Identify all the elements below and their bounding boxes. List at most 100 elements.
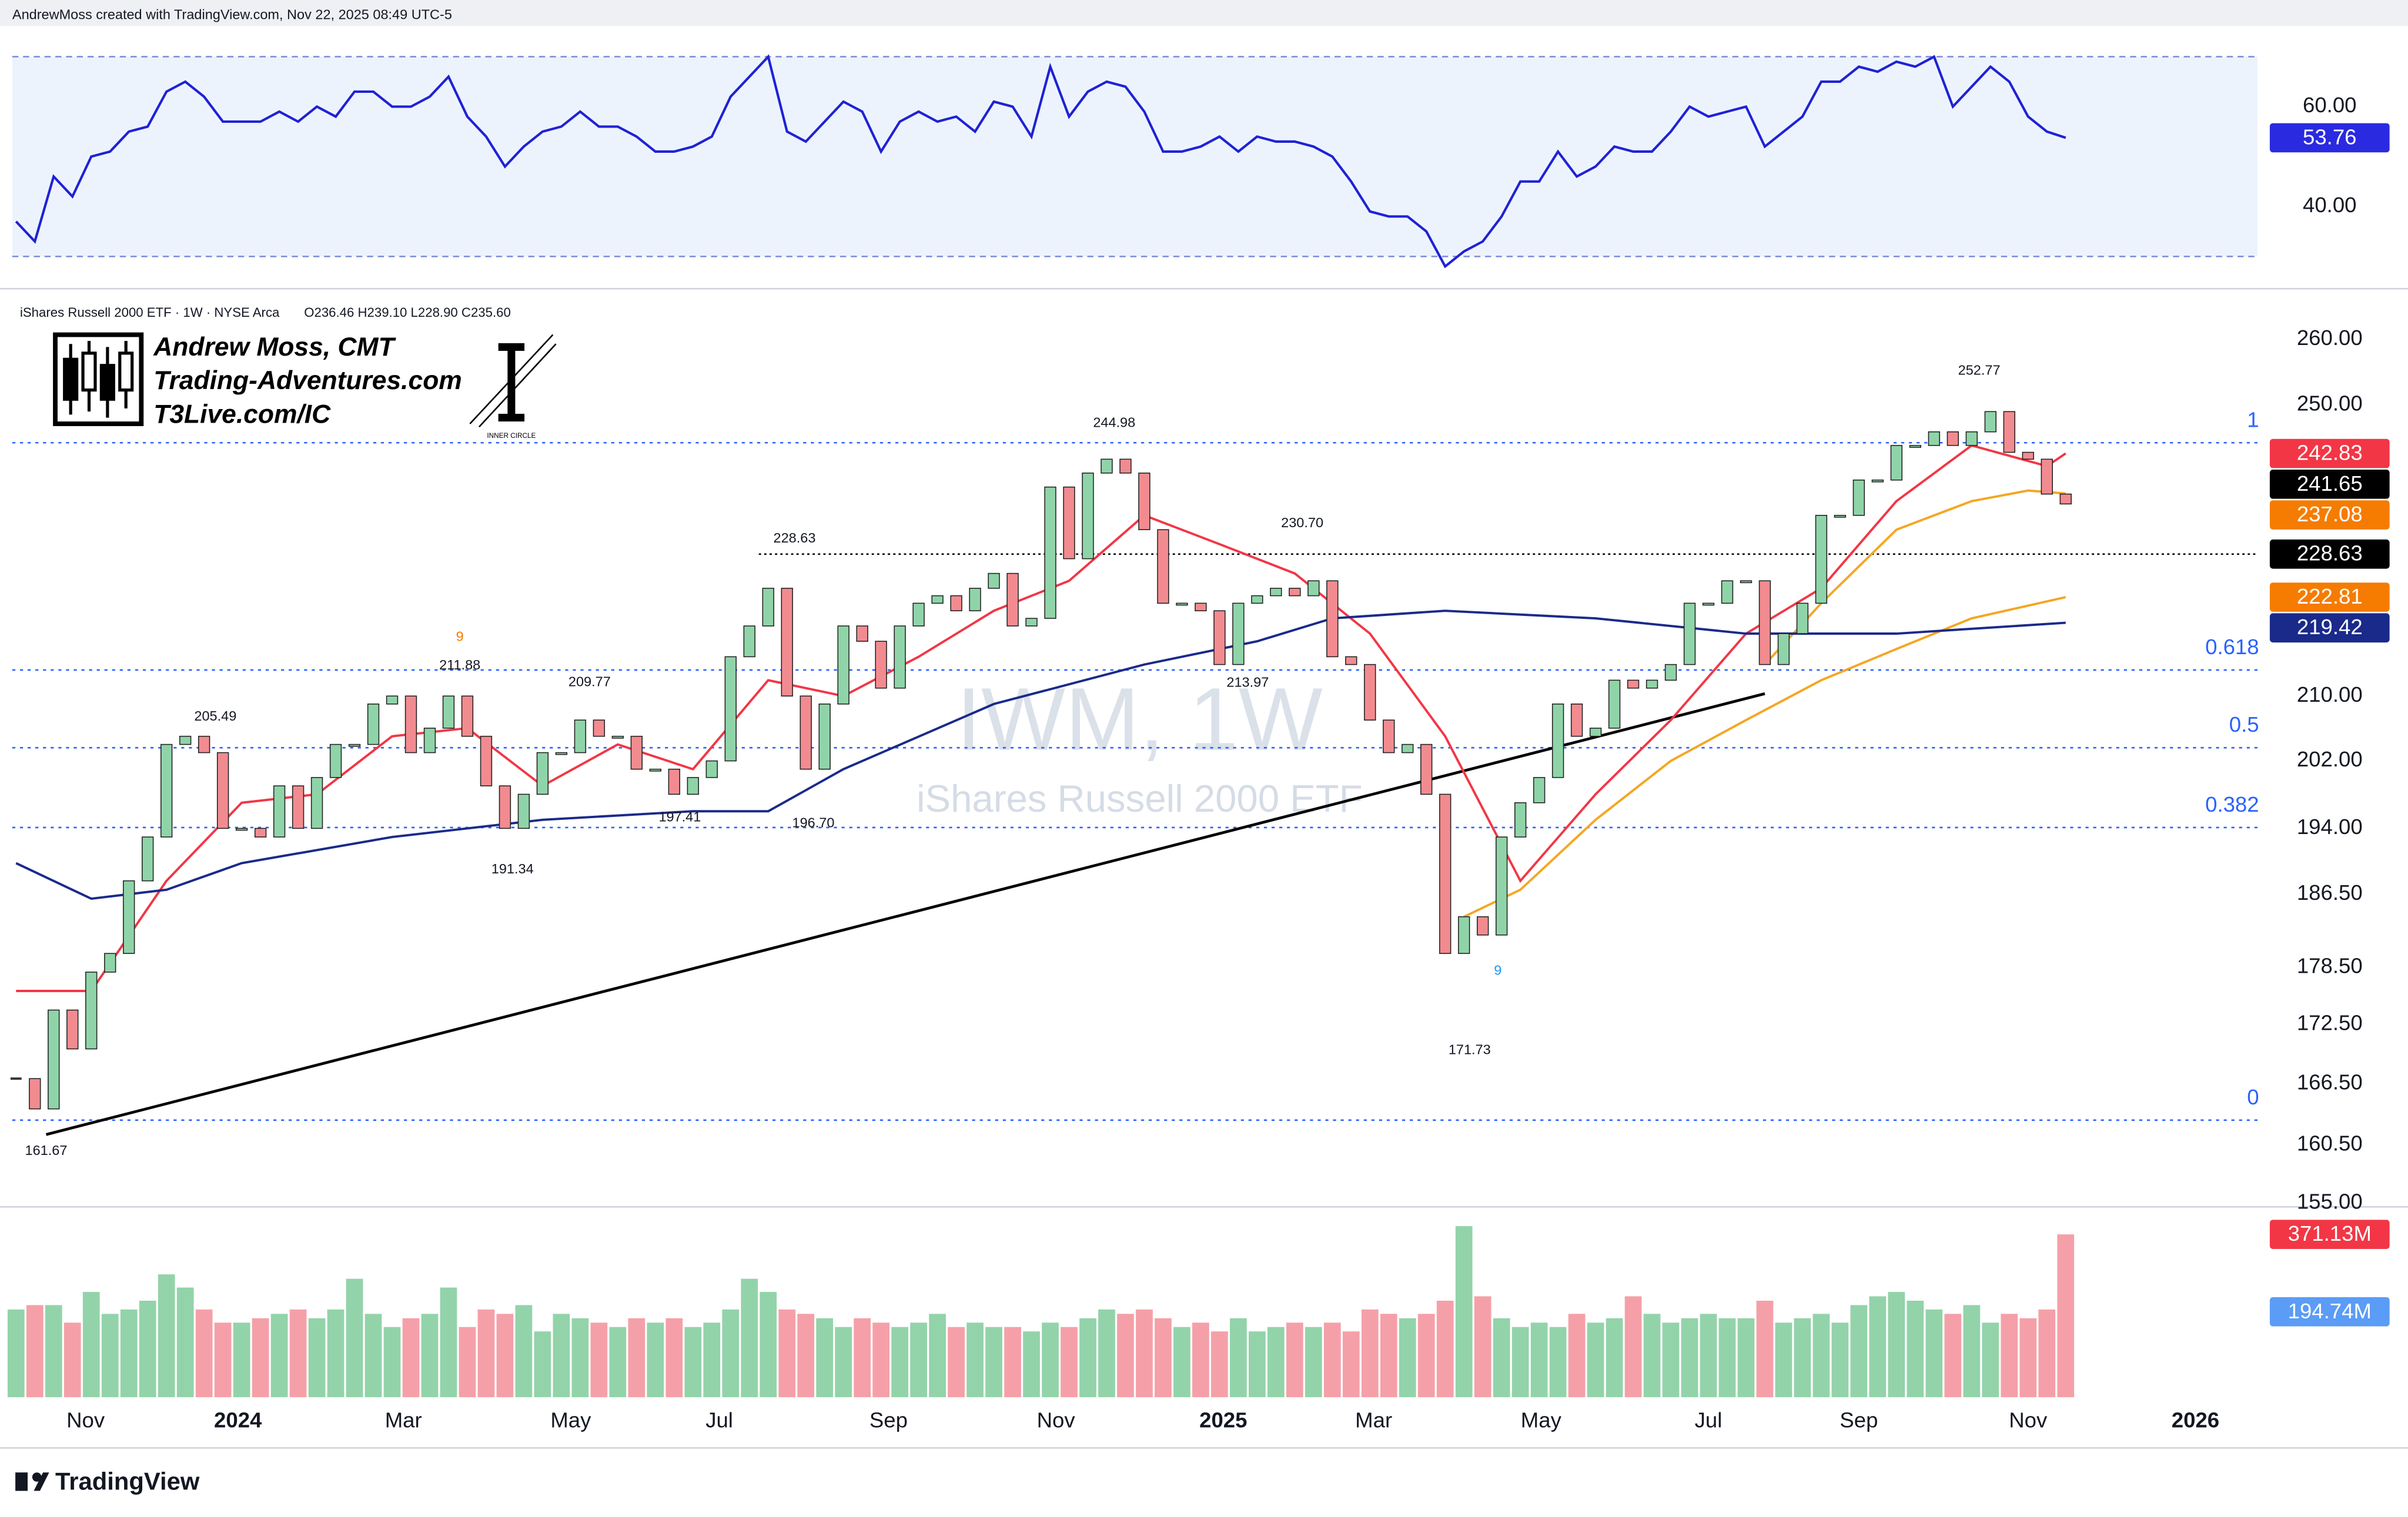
x-tick-label: Sep xyxy=(1840,1408,1878,1432)
price-tag-label: 222.81 xyxy=(2297,584,2363,608)
volume-bar xyxy=(2057,1234,2075,1398)
candle xyxy=(1608,679,1621,729)
price-tag xyxy=(2269,1297,2390,1327)
volume-bar xyxy=(1211,1331,1228,1398)
rsi-tick-label: 40.00 xyxy=(2303,193,2357,217)
volume-bar xyxy=(1230,1318,1247,1398)
volume-bar xyxy=(910,1322,927,1398)
candle xyxy=(1476,916,1489,936)
price-tick-label: 202.00 xyxy=(2297,747,2363,771)
candle xyxy=(1439,793,1452,954)
candle xyxy=(762,588,774,627)
candle xyxy=(329,744,342,778)
candle xyxy=(2059,493,2072,505)
candle xyxy=(1683,602,1696,665)
candle xyxy=(1646,679,1658,689)
count-marker: 9 xyxy=(1494,963,1501,978)
volume-bar xyxy=(1098,1309,1115,1398)
candle xyxy=(1251,595,1263,604)
x-tick-label: Nov xyxy=(2009,1408,2048,1432)
candle xyxy=(1702,602,1715,606)
volume-bar xyxy=(553,1314,570,1398)
price-annotation: 196.70 xyxy=(792,815,835,831)
volume-bar xyxy=(1944,1314,1962,1398)
x-tick-label: May xyxy=(1521,1408,1562,1432)
candle xyxy=(1458,916,1470,954)
candle xyxy=(1570,704,1583,737)
price-annotation: 197.41 xyxy=(658,809,701,824)
volume-bar xyxy=(1587,1322,1604,1398)
candle xyxy=(1157,529,1169,604)
candle xyxy=(1138,473,1151,530)
x-tick-label: 2025 xyxy=(1199,1408,1247,1432)
volume-bar xyxy=(1155,1318,1172,1398)
fib-label: 0.618 xyxy=(2205,635,2259,659)
candle xyxy=(292,785,305,829)
price-tick-label: 178.50 xyxy=(2297,954,2363,978)
candle xyxy=(142,836,154,882)
volume-bar xyxy=(233,1322,250,1398)
candle xyxy=(480,735,493,786)
volume-bar xyxy=(1117,1314,1134,1398)
candle xyxy=(555,752,568,755)
volume-bar xyxy=(1023,1331,1040,1398)
candle xyxy=(273,785,286,838)
candle xyxy=(687,777,699,795)
candle xyxy=(1871,479,1884,483)
volume-bar xyxy=(1756,1300,1774,1398)
x-tick-label: Nov xyxy=(1037,1408,1076,1432)
rsi-band xyxy=(12,56,2258,257)
volume-bar xyxy=(327,1309,345,1398)
candle xyxy=(1101,458,1113,474)
candle xyxy=(85,972,98,1050)
volume-bar xyxy=(1850,1305,1868,1398)
candle xyxy=(781,588,793,697)
volume-bar xyxy=(1907,1300,1924,1398)
candle xyxy=(988,572,1000,589)
volume-bar xyxy=(1136,1309,1153,1398)
candle xyxy=(894,625,906,689)
volume-bar xyxy=(760,1292,777,1398)
header-bar xyxy=(0,0,2408,26)
moving-average xyxy=(15,610,2066,900)
candle xyxy=(856,625,868,642)
price-tick-label: 155.00 xyxy=(2297,1190,2363,1214)
fib-label: 1 xyxy=(2247,407,2259,431)
volume-bar xyxy=(1624,1296,1642,1398)
price-tag xyxy=(2269,438,2390,468)
x-tick-label: 2026 xyxy=(2172,1408,2219,1432)
candle xyxy=(1947,431,1959,446)
candle xyxy=(1852,479,1865,516)
moving-average xyxy=(1463,596,2066,918)
price-tick-label: 260.00 xyxy=(2297,326,2363,350)
volume-bar xyxy=(1662,1322,1680,1398)
volume-bar xyxy=(1173,1327,1190,1398)
candle xyxy=(1533,777,1546,803)
candle xyxy=(310,777,323,829)
candle xyxy=(800,695,812,770)
fib-label: 0.382 xyxy=(2205,792,2259,816)
candle xyxy=(1589,728,1602,737)
candle xyxy=(1627,679,1640,689)
volume-bar xyxy=(1888,1292,1905,1398)
watermark-symbol: IWM, 1W xyxy=(956,670,1323,769)
candle xyxy=(499,785,511,829)
volume-bar xyxy=(590,1322,608,1398)
candle xyxy=(593,719,606,737)
count-marker: 9 xyxy=(456,629,464,644)
x-tick-label: Jul xyxy=(1695,1408,1723,1432)
candle xyxy=(1740,580,1753,584)
candle xyxy=(517,793,530,829)
candle xyxy=(1402,744,1414,754)
volume-bar xyxy=(966,1322,984,1398)
candle xyxy=(1063,486,1075,560)
candle xyxy=(1514,802,1527,838)
candle xyxy=(160,744,173,838)
volume-bar xyxy=(7,1309,25,1398)
price-tick-label: 250.00 xyxy=(2297,391,2363,416)
candle xyxy=(386,695,399,705)
candle xyxy=(216,752,229,829)
candle xyxy=(1965,431,1978,446)
price-annotation: 171.73 xyxy=(1449,1042,1491,1057)
